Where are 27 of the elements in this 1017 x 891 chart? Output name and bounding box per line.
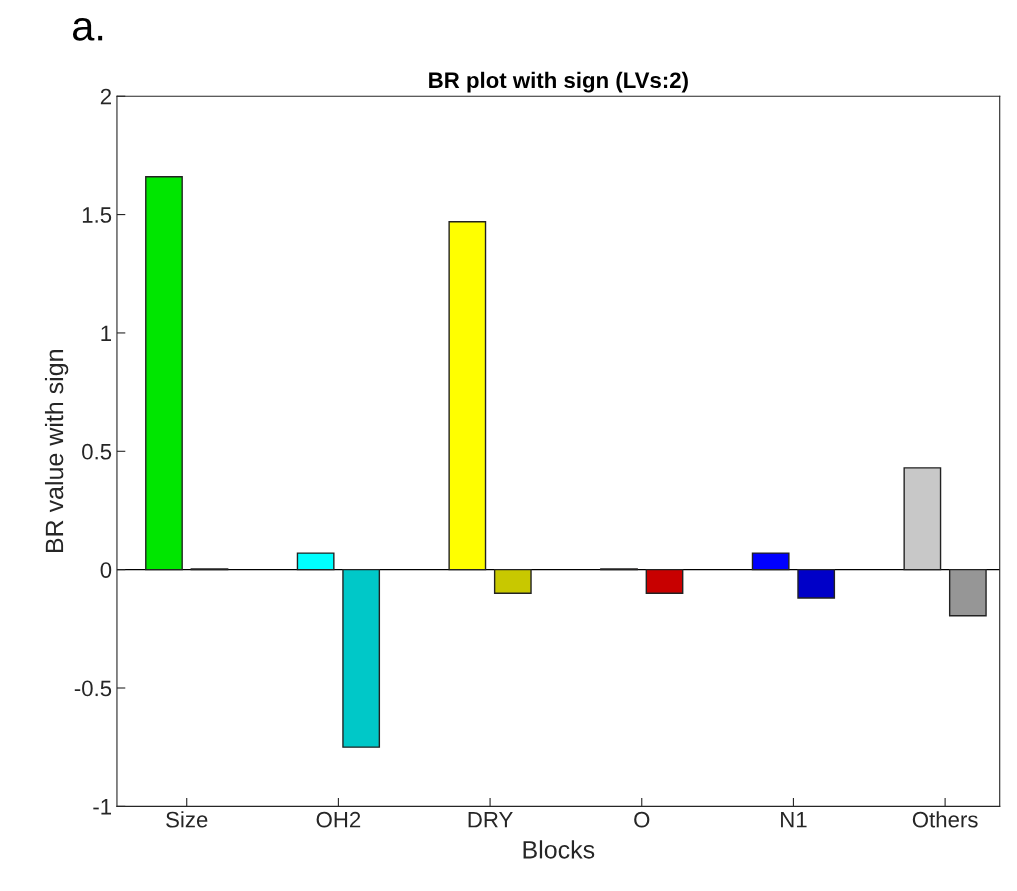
y-tick-label: 0: [100, 562, 112, 578]
bar: [751, 552, 790, 571]
bar: [493, 568, 532, 595]
x-tick-label: Others: [912, 811, 978, 828]
bar: [797, 568, 836, 599]
x-tick-label: OH2: [316, 811, 361, 828]
y-tick-label: -1: [93, 799, 112, 815]
bar: [296, 552, 335, 571]
bar: [342, 568, 381, 748]
y-tick-label: 1: [101, 325, 112, 341]
x-tick-label: Size: [166, 811, 208, 828]
x-tick-label: O: [634, 811, 650, 828]
bar: [645, 568, 684, 595]
bar: [948, 568, 987, 617]
y-tick-label: 1.5: [82, 207, 112, 223]
y-tick-label: 2: [100, 88, 111, 105]
bar: [903, 467, 942, 571]
bar: [448, 220, 487, 571]
y-tick-label: -0.5: [74, 680, 112, 697]
y-tick-label: 0.5: [82, 443, 112, 460]
x-tick-label: N1: [781, 812, 807, 828]
chart-title: BR plot with sign (LVs:2): [429, 71, 688, 93]
text: a.: [72, 17, 103, 41]
x-tick-label: DRY: [468, 812, 513, 828]
bar: [145, 176, 183, 571]
x-axis-title: Blocks: [523, 840, 595, 859]
y-axis-title: BR value with sign: [44, 350, 69, 553]
